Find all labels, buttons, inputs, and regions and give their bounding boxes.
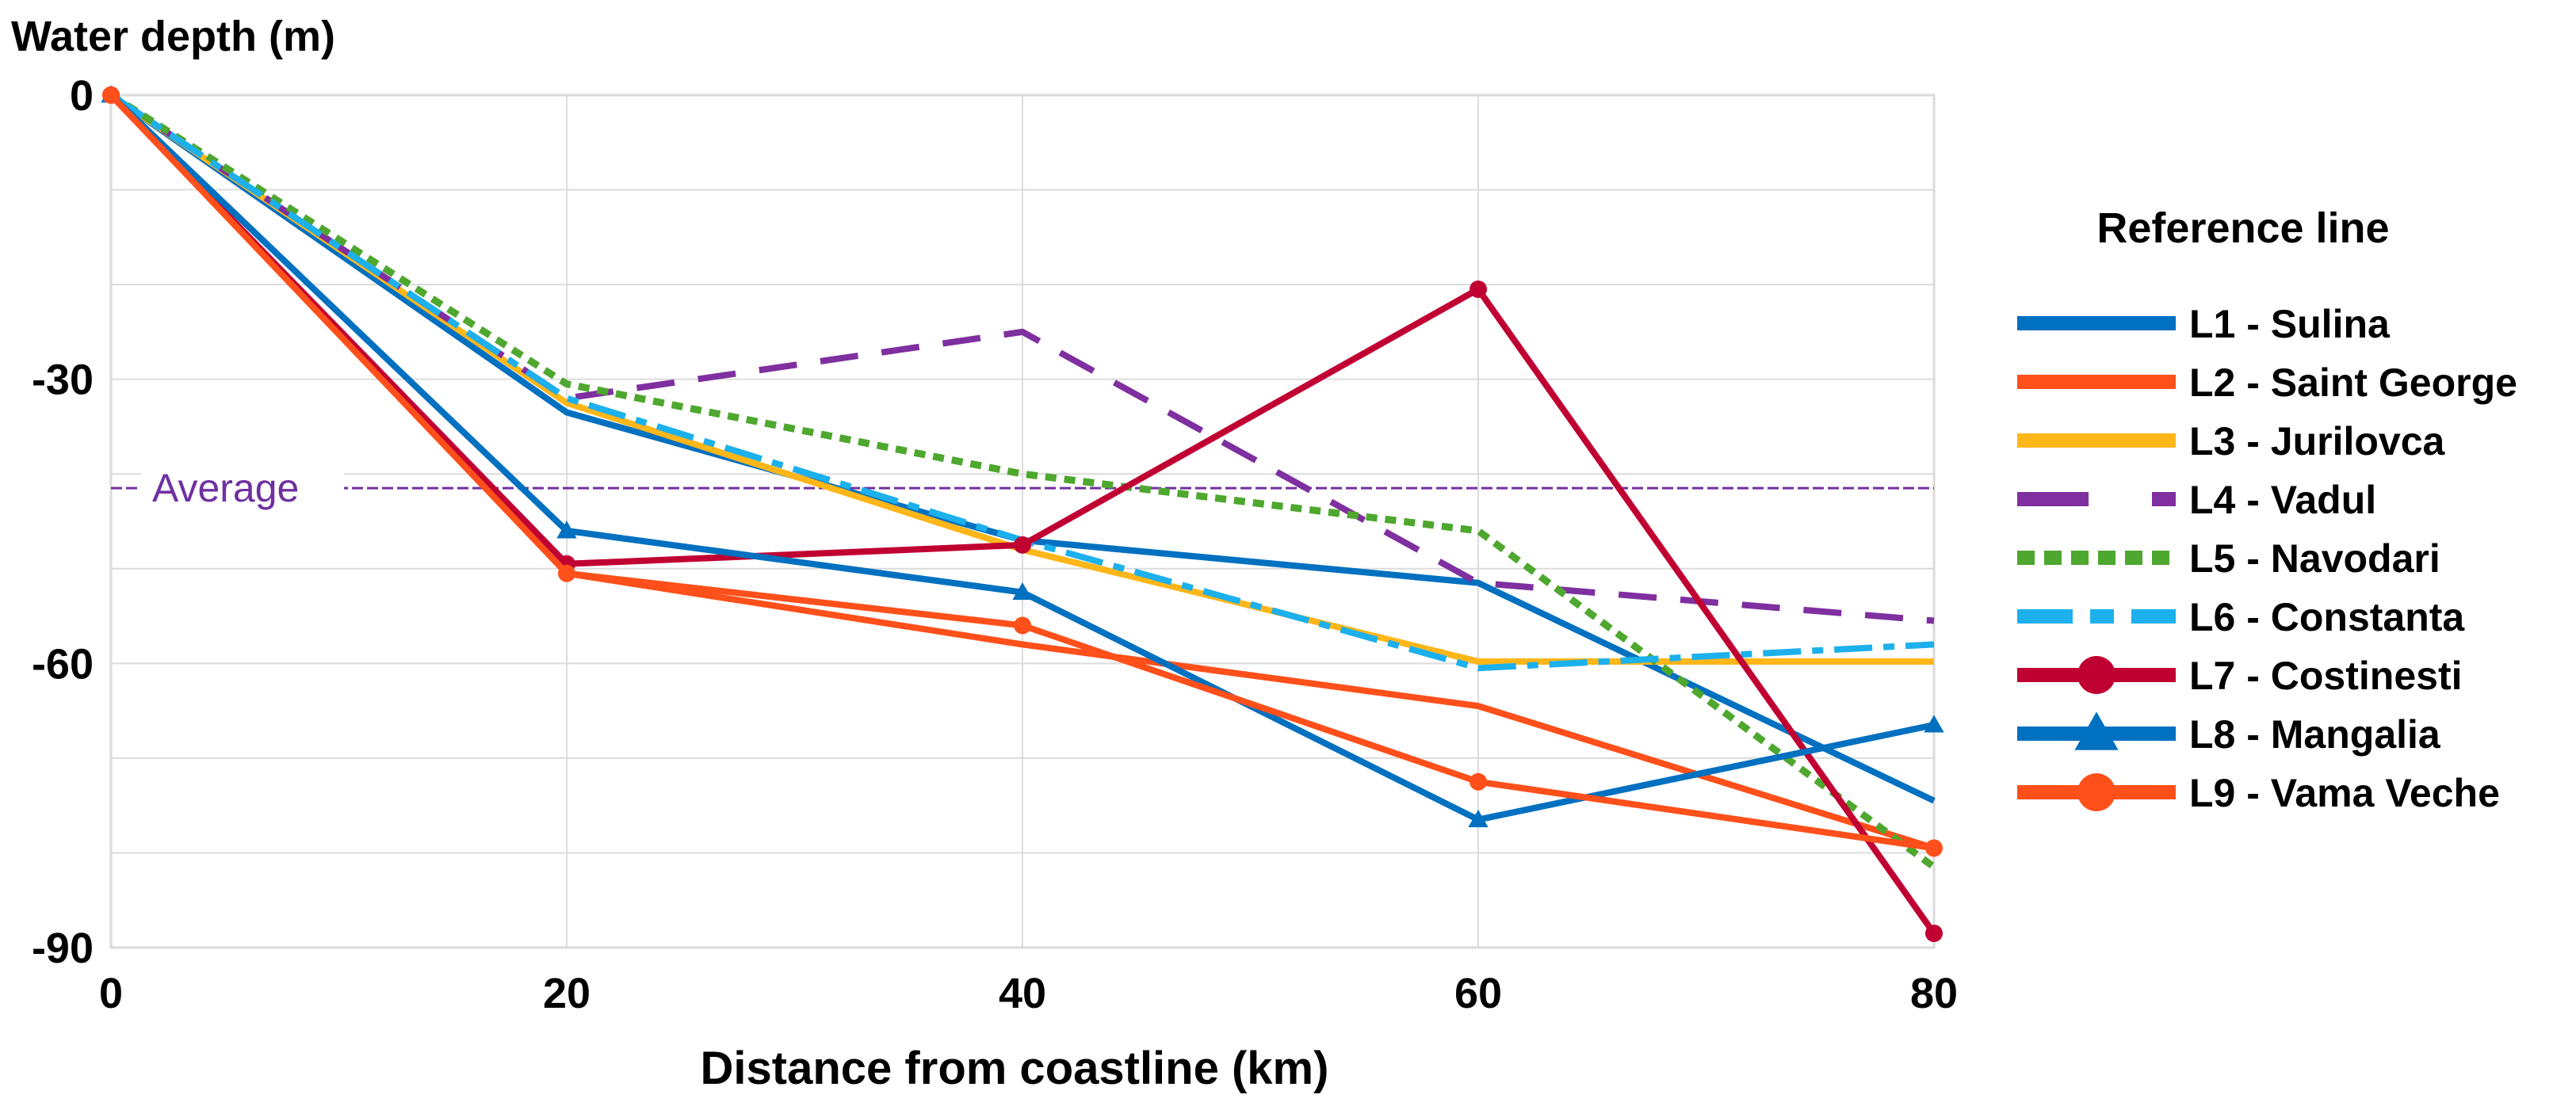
data-point (556, 521, 577, 539)
data-point (1924, 715, 1944, 733)
legend-label: L6 - Constanta (2189, 595, 2465, 639)
average-label-background (141, 463, 344, 514)
data-point (1012, 582, 1033, 601)
x-axis-title: Distance from coastline (km) (701, 1043, 1329, 1094)
legend-marker (2074, 711, 2119, 750)
legend-item: L6 - Constanta (2017, 595, 2465, 639)
average-label: Average (152, 466, 299, 510)
series-l9 (102, 86, 1943, 857)
data-point (1014, 616, 1031, 635)
series-line (109, 92, 1935, 624)
data-point (1925, 925, 1943, 943)
data-point (1470, 772, 1487, 791)
legend-label: L4 - Vadul (2189, 478, 2376, 522)
x-tick-label: 0 (99, 970, 123, 1017)
x-tick-label: 60 (1454, 970, 1502, 1017)
y-tick-label: 0 (70, 72, 94, 120)
data-point (1468, 809, 1489, 828)
series-l4 (109, 92, 1935, 624)
legend-item: L7 - Costinesti (2017, 654, 2462, 698)
axis-ticks: 0-30-60-900 20 40 60 80 (32, 72, 1958, 1017)
legend-label: L9 - Vama Veche (2189, 771, 2500, 815)
average-line-group: Average (111, 463, 1934, 514)
legend-label: L5 - Navodari (2189, 536, 2440, 581)
legend-item: L8 - Mangalia (2017, 711, 2441, 757)
legend-marker (2077, 656, 2115, 694)
x-tick-label: 80 (1910, 970, 1958, 1017)
legend-label: L8 - Mangalia (2189, 712, 2441, 757)
y-tick-label: -60 (32, 640, 94, 688)
legend-item: L9 - Vama Veche (2017, 771, 2500, 815)
x-tick-label: 20 (543, 970, 590, 1017)
legend-item: L3 - Jurilovca (2017, 419, 2446, 463)
legend-item: L2 - Saint George (2017, 360, 2517, 405)
legend-label: L2 - Saint George (2189, 360, 2517, 405)
grid (109, 93, 1936, 949)
data-point (1470, 280, 1487, 299)
legend-label: L3 - Jurilovca (2189, 419, 2446, 463)
legend-entries: L1 - Sulina L2 - Saint George L3 - Jurilov… (2017, 302, 2517, 815)
legend-title: Reference line (2096, 204, 2389, 252)
data-point (102, 86, 120, 104)
y-axis-title: Water depth (m) (11, 13, 335, 60)
legend-item: L5 - Navodari (2017, 536, 2440, 581)
series-lines (101, 85, 1944, 943)
legend-label: L1 - Sulina (2189, 302, 2391, 346)
data-point (1925, 839, 1943, 857)
data-point (558, 564, 575, 582)
legend-label: L7 - Costinesti (2189, 654, 2462, 698)
legend: Reference line L1 - Sulina L2 - Saint Geo… (2017, 204, 2517, 815)
x-tick-label: 40 (999, 970, 1046, 1017)
y-tick-label: -30 (32, 357, 94, 404)
y-tick-label: -90 (32, 925, 94, 972)
legend-item: L4 - Vadul (2017, 478, 2376, 522)
legend-marker (2077, 773, 2115, 811)
legend-item: L1 - Sulina (2017, 302, 2391, 346)
data-point (1014, 536, 1031, 554)
